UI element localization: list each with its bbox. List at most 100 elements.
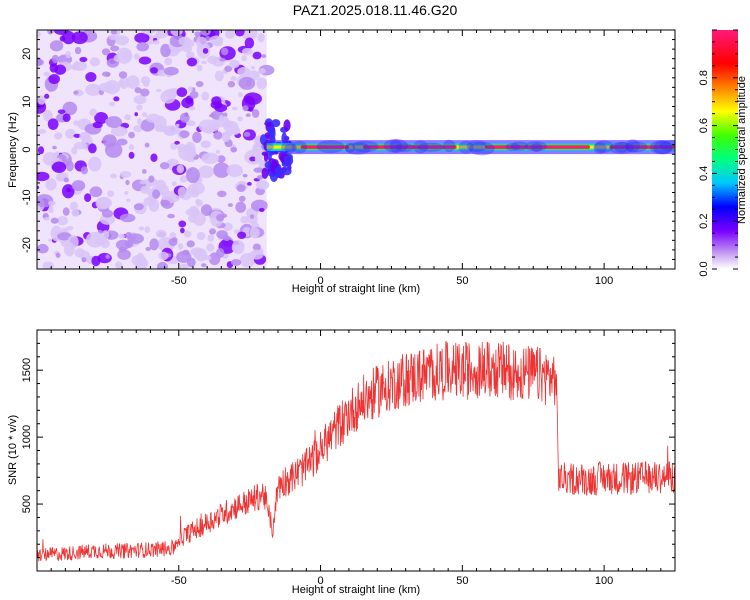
noise-blob (251, 109, 260, 118)
noise-blob (217, 155, 226, 163)
noise-blob (209, 228, 217, 235)
signal-bulge (291, 140, 308, 154)
noise-blob (194, 31, 202, 37)
noise-blob (37, 171, 50, 182)
noise-blob (195, 199, 204, 207)
spectrogram-frame (36, 29, 676, 270)
signal-bulge (458, 140, 474, 154)
noise-blob (158, 251, 169, 261)
noise-blob (201, 263, 207, 268)
noise-blob (198, 119, 217, 133)
noise-blob (155, 229, 167, 238)
noise-blob (207, 234, 215, 242)
noise-blob (252, 243, 261, 251)
noise-blob (249, 249, 264, 260)
noise-blob (186, 120, 196, 127)
transition-blob (281, 161, 290, 167)
y-tick-label: 1000 (21, 425, 33, 449)
noise-blob (117, 79, 125, 88)
noise-blob (133, 94, 147, 105)
noise-blob (166, 158, 179, 167)
snr-y-label: SNR (10 * v/v) (7, 415, 19, 485)
noise-blob (155, 30, 168, 39)
noise-blob (218, 114, 225, 122)
noise-blob (160, 199, 171, 206)
noise-blob (220, 47, 229, 56)
noise-blob (216, 214, 225, 222)
noise-blob (230, 258, 242, 266)
transition-blob (268, 128, 276, 140)
noise-blob (37, 57, 43, 67)
noise-blob (249, 214, 255, 219)
noise-blob (149, 238, 159, 251)
transition-blob (283, 119, 291, 132)
noise-blob (69, 201, 78, 211)
noise-blob (195, 80, 204, 88)
noise-blob (37, 243, 49, 254)
noise-blob (141, 30, 156, 35)
noise-blob (249, 156, 257, 162)
noise-blob (219, 57, 226, 62)
noise-blob (85, 83, 102, 96)
noise-blob (180, 227, 185, 234)
signal-bulge (505, 142, 521, 151)
noise-blob (85, 231, 105, 248)
noise-blob (65, 160, 74, 172)
transition-blob (271, 119, 281, 128)
noise-blob (213, 131, 223, 140)
signal-bulge (609, 142, 635, 154)
noise-blob (145, 246, 151, 252)
y-tick-label: 20 (21, 48, 33, 60)
colorbar-tick-label: 0.0 (698, 261, 710, 276)
noise-blob (227, 203, 233, 208)
noise-blob (159, 162, 170, 170)
noise-blob (54, 64, 67, 75)
noise-blob (134, 87, 142, 94)
noise-blob (169, 232, 177, 239)
noise-blob (187, 86, 193, 92)
noise-blob (156, 261, 168, 269)
noise-blob (108, 34, 120, 41)
noise-blob (163, 66, 179, 76)
noise-blob (65, 50, 71, 59)
noise-blob (74, 61, 80, 68)
x-tick-label: -50 (171, 275, 187, 287)
noise-blob (213, 162, 231, 178)
noise-blob (250, 66, 256, 70)
noise-blob (124, 240, 134, 248)
noise-blob (73, 120, 80, 126)
noise-blob (126, 75, 140, 89)
noise-blob (105, 116, 122, 129)
colorbar-tick-label: 0.6 (698, 118, 710, 133)
noise-blob (135, 257, 149, 269)
noise-blob (257, 32, 265, 43)
noise-blob (204, 255, 212, 261)
noise-blob (241, 47, 253, 56)
noise-blob (209, 35, 224, 45)
noise-blob (221, 131, 231, 143)
signal-bulge (417, 142, 445, 152)
noise-blob (177, 186, 187, 198)
noise-blob (206, 243, 215, 252)
noise-blob (245, 113, 251, 118)
noise-blob (99, 214, 115, 225)
noise-blob (43, 216, 50, 221)
noise-blob (207, 55, 219, 65)
noise-blob (105, 142, 123, 158)
noise-blob (202, 48, 209, 54)
noise-blob (107, 190, 115, 198)
noise-blob (128, 131, 135, 139)
noise-blob (89, 57, 101, 67)
noise-blob (62, 207, 70, 216)
noise-blob (125, 179, 130, 186)
transition-blob (261, 151, 269, 157)
spectrogram-y-label: Frequency (Hz) (7, 112, 19, 188)
noise-blob (236, 184, 246, 192)
noise-blob (42, 261, 55, 269)
noise-blob (214, 70, 224, 82)
noise-blob (44, 93, 50, 99)
noise-blob (230, 146, 238, 153)
noise-blob (230, 126, 241, 135)
spectrogram-ticks: -50 0 50 100 -20 -10 0 10 20 (21, 29, 676, 287)
signal-bulge (344, 142, 371, 155)
